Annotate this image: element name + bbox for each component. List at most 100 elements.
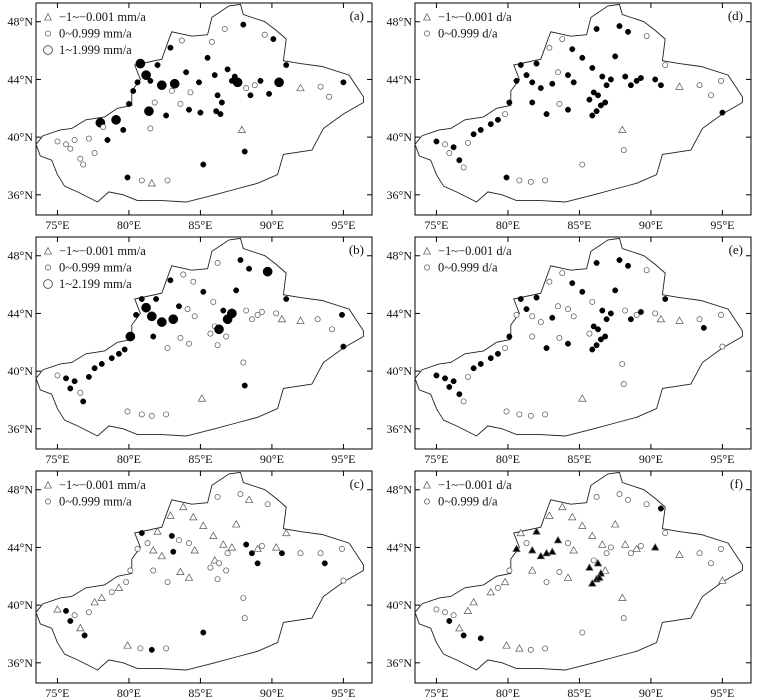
station-marker <box>708 560 714 567</box>
station-marker <box>708 92 714 99</box>
station-marker <box>241 382 248 389</box>
station-marker <box>588 531 597 539</box>
station-marker <box>254 560 261 567</box>
station-marker <box>157 551 167 560</box>
station-marker <box>317 83 324 90</box>
map-frame <box>414 470 752 684</box>
station-marker <box>277 314 287 323</box>
station-marker <box>625 262 631 269</box>
station-marker <box>186 106 192 113</box>
station-marker <box>627 550 634 557</box>
station-marker <box>494 584 501 591</box>
station-marker <box>599 307 606 314</box>
station-marker <box>542 177 549 184</box>
legend-large-circle-marker <box>43 45 53 55</box>
station-marker <box>578 394 587 402</box>
lon-tick-label: 80°E <box>496 686 520 700</box>
legend-large-circle-marker <box>43 279 53 289</box>
station-marker <box>542 548 551 557</box>
station-marker <box>603 550 610 557</box>
station-marker <box>537 319 544 326</box>
station-marker <box>568 512 577 521</box>
station-marker <box>494 350 501 357</box>
station-marker <box>464 373 471 380</box>
station-marker <box>565 306 571 313</box>
station-marker <box>204 54 211 61</box>
station-marker <box>616 491 623 498</box>
station-marker <box>656 314 666 323</box>
station-marker <box>433 138 440 145</box>
station-marker <box>127 567 134 574</box>
station-marker <box>214 342 221 349</box>
lon-tick-label: 80°E <box>496 218 520 232</box>
station-marker <box>283 62 290 68</box>
station-marker <box>168 88 175 94</box>
lat-tick-label: 44°N <box>8 72 34 86</box>
legend-label: 0~0.999 mm/a <box>59 261 132 275</box>
station-marker <box>637 75 644 81</box>
legend-triangle-marker <box>44 246 52 255</box>
station-marker <box>164 579 171 585</box>
station-marker <box>460 398 467 405</box>
station-marker <box>200 288 207 295</box>
station-marker <box>339 545 345 552</box>
station-markers <box>54 257 347 419</box>
station-marker <box>612 287 619 294</box>
station-marker <box>100 124 107 130</box>
lat-tick-label: 36°N <box>387 422 413 436</box>
station-marker <box>138 177 145 184</box>
station-marker <box>595 573 604 581</box>
station-marker <box>273 310 280 317</box>
station-marker <box>516 177 523 184</box>
station-marker <box>528 566 537 574</box>
station-marker <box>442 375 448 382</box>
station-marker <box>111 114 121 125</box>
lat-tick-label: 40°N <box>387 130 413 144</box>
lon-tick-label: 85°E <box>188 452 212 466</box>
lat-tick-label: 48°N <box>387 483 413 497</box>
station-marker <box>104 137 111 143</box>
station-marker <box>616 257 623 264</box>
lon-tick-label: 80°E <box>117 686 141 700</box>
station-marker <box>533 294 540 301</box>
station-marker <box>542 411 549 418</box>
station-marker <box>523 540 530 547</box>
station-marker <box>633 77 640 84</box>
station-marker <box>77 155 84 162</box>
lon-tick-label: 95°E <box>331 686 355 700</box>
station-marker <box>97 593 106 601</box>
map-frame <box>35 470 373 684</box>
station-marker <box>546 44 553 51</box>
station-marker <box>527 412 534 419</box>
station-marker <box>517 62 524 68</box>
station-marker <box>433 606 440 613</box>
station-marker <box>176 303 182 310</box>
station-marker <box>210 298 217 305</box>
station-marker <box>321 560 328 567</box>
legend-label: −1~−0.001 d/a <box>438 244 512 258</box>
station-marker <box>555 303 561 310</box>
station-marker <box>477 360 484 367</box>
station-marker <box>543 579 550 585</box>
station-marker <box>719 343 726 350</box>
legend-label: 0~0.999 mm/a <box>59 27 132 41</box>
station-marker <box>599 73 606 80</box>
station-marker <box>147 178 157 187</box>
lat-tick-label: 36°N <box>8 188 34 202</box>
station-marker <box>719 109 726 116</box>
station-marker <box>67 618 74 624</box>
station-marker <box>450 144 457 151</box>
station-marker <box>167 277 174 284</box>
station-marker <box>153 296 160 302</box>
lon-tick-label: 75°E <box>45 218 69 232</box>
station-marker <box>85 609 92 616</box>
lon-tick-label: 90°E <box>639 452 663 466</box>
map-panel-f: 75°E 80°E 85°E 90°E 95°E 48°N 44°N 40°N 36°N (f) −… <box>387 470 752 700</box>
lat-tick-label: 44°N <box>8 540 34 554</box>
station-marker <box>296 316 305 324</box>
station-marker <box>607 310 614 317</box>
station-marker <box>168 314 179 325</box>
station-marker <box>264 501 271 508</box>
station-marker <box>569 280 576 287</box>
